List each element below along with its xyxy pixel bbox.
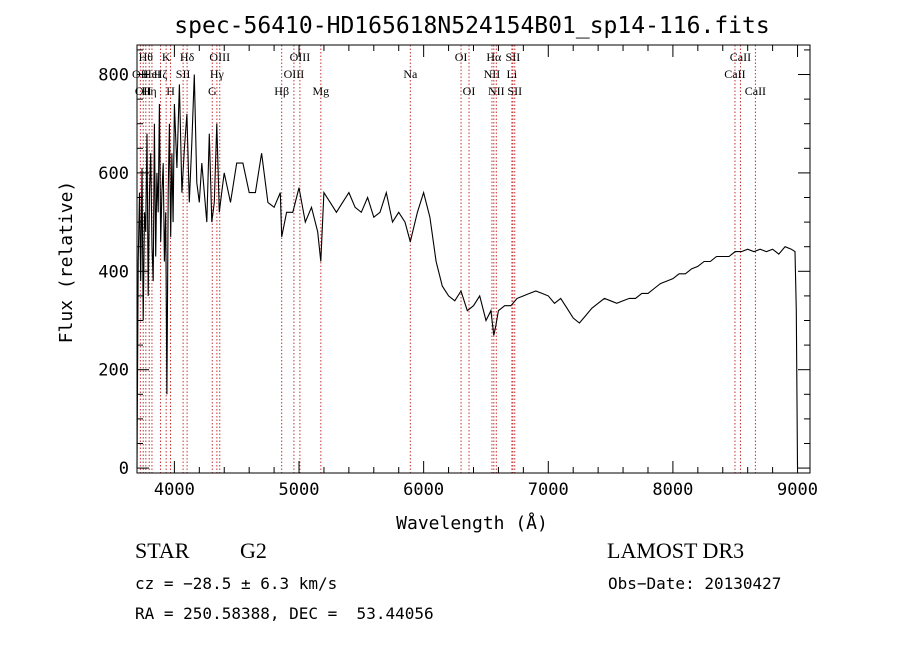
spectral-line-label: Hζ xyxy=(154,67,168,81)
y-tick-label: 600 xyxy=(98,164,129,184)
object-class: STAR xyxy=(135,538,190,563)
spectral-line-label: OIII xyxy=(284,67,305,81)
spectral-line-markers xyxy=(139,45,756,473)
spectral-line-label: Mg xyxy=(312,84,329,98)
redshift-velocity: cz = −28.5 ± 6.3 km/s xyxy=(135,574,338,593)
spectral-line-label: K xyxy=(162,50,171,64)
x-tick-label: 6000 xyxy=(403,480,444,500)
chart-title: spec-56410-HD165618N524154B01_sp14-116.f… xyxy=(174,13,769,39)
x-tick-label: 7000 xyxy=(528,480,569,500)
y-axis-label: Flux (relative) xyxy=(56,181,77,344)
spectral-line-label: OII xyxy=(132,67,149,81)
x-tick-label: 4000 xyxy=(154,480,195,500)
spectral-line-label: Na xyxy=(403,67,418,81)
spectral-line-label: OI xyxy=(455,50,468,64)
spectral-line-label: HeI xyxy=(143,67,161,81)
spectral-line-label: SII xyxy=(506,50,521,64)
y-tick-label: 0 xyxy=(119,459,129,479)
y-tick-label: 800 xyxy=(98,66,129,86)
spectral-line-label: G xyxy=(208,84,217,98)
x-tick-label: 8000 xyxy=(652,480,693,500)
x-tick-label: 5000 xyxy=(279,480,320,500)
spectral-line-label: OI xyxy=(463,84,476,98)
y-tick-labels: 0 200 400 600 800 xyxy=(98,66,129,480)
x-tick-label: 9000 xyxy=(777,480,818,500)
spectral-line-label: Hα xyxy=(486,50,502,64)
spectral-line-label: OII xyxy=(135,84,152,98)
y-tick-label: 400 xyxy=(98,262,129,282)
spectral-line-label: CaII xyxy=(724,67,745,81)
spectral-line-labels: OIIOIIHθHηHeIHζKHSIIHδGHγOIIIHβOIIIOIIIM… xyxy=(132,50,766,98)
spectral-line-label: NII xyxy=(484,67,501,81)
axis-ticks xyxy=(137,45,810,473)
x-axis-label: Wavelength (Å) xyxy=(396,512,548,534)
spectral-line-label: Hβ xyxy=(274,84,289,98)
spectral-line-label: NII xyxy=(488,84,505,98)
spectral-line-label: Hγ xyxy=(210,67,225,81)
spectral-line-label: CaII xyxy=(730,50,751,64)
sky-coordinates: RA = 250.58388, DEC = 53.44056 xyxy=(135,604,434,623)
spectrum-series-line xyxy=(136,74,799,469)
object-subclass: G2 xyxy=(240,538,267,563)
spectral-line-label: SII xyxy=(507,84,522,98)
spectral-line-label: Hδ xyxy=(180,50,195,64)
spectral-line-label: CaII xyxy=(745,84,766,98)
spectral-line-label: Li xyxy=(507,67,518,81)
x-tick-labels: 4000 5000 6000 7000 8000 9000 xyxy=(154,480,818,500)
spectral-line-label: H xyxy=(166,84,175,98)
survey-name: LAMOST DR3 xyxy=(607,538,745,563)
y-tick-label: 200 xyxy=(98,361,129,381)
observation-date: Obs−Date: 20130427 xyxy=(608,574,782,593)
spectral-line-label: Hη xyxy=(142,84,157,98)
spectral-line-label: OIII xyxy=(209,50,230,64)
plot-frame xyxy=(136,44,811,474)
spectral-line-label: Hθ xyxy=(139,50,154,64)
spectral-line-label: OIII xyxy=(290,50,311,64)
spectral-line-label: SII xyxy=(176,67,191,81)
